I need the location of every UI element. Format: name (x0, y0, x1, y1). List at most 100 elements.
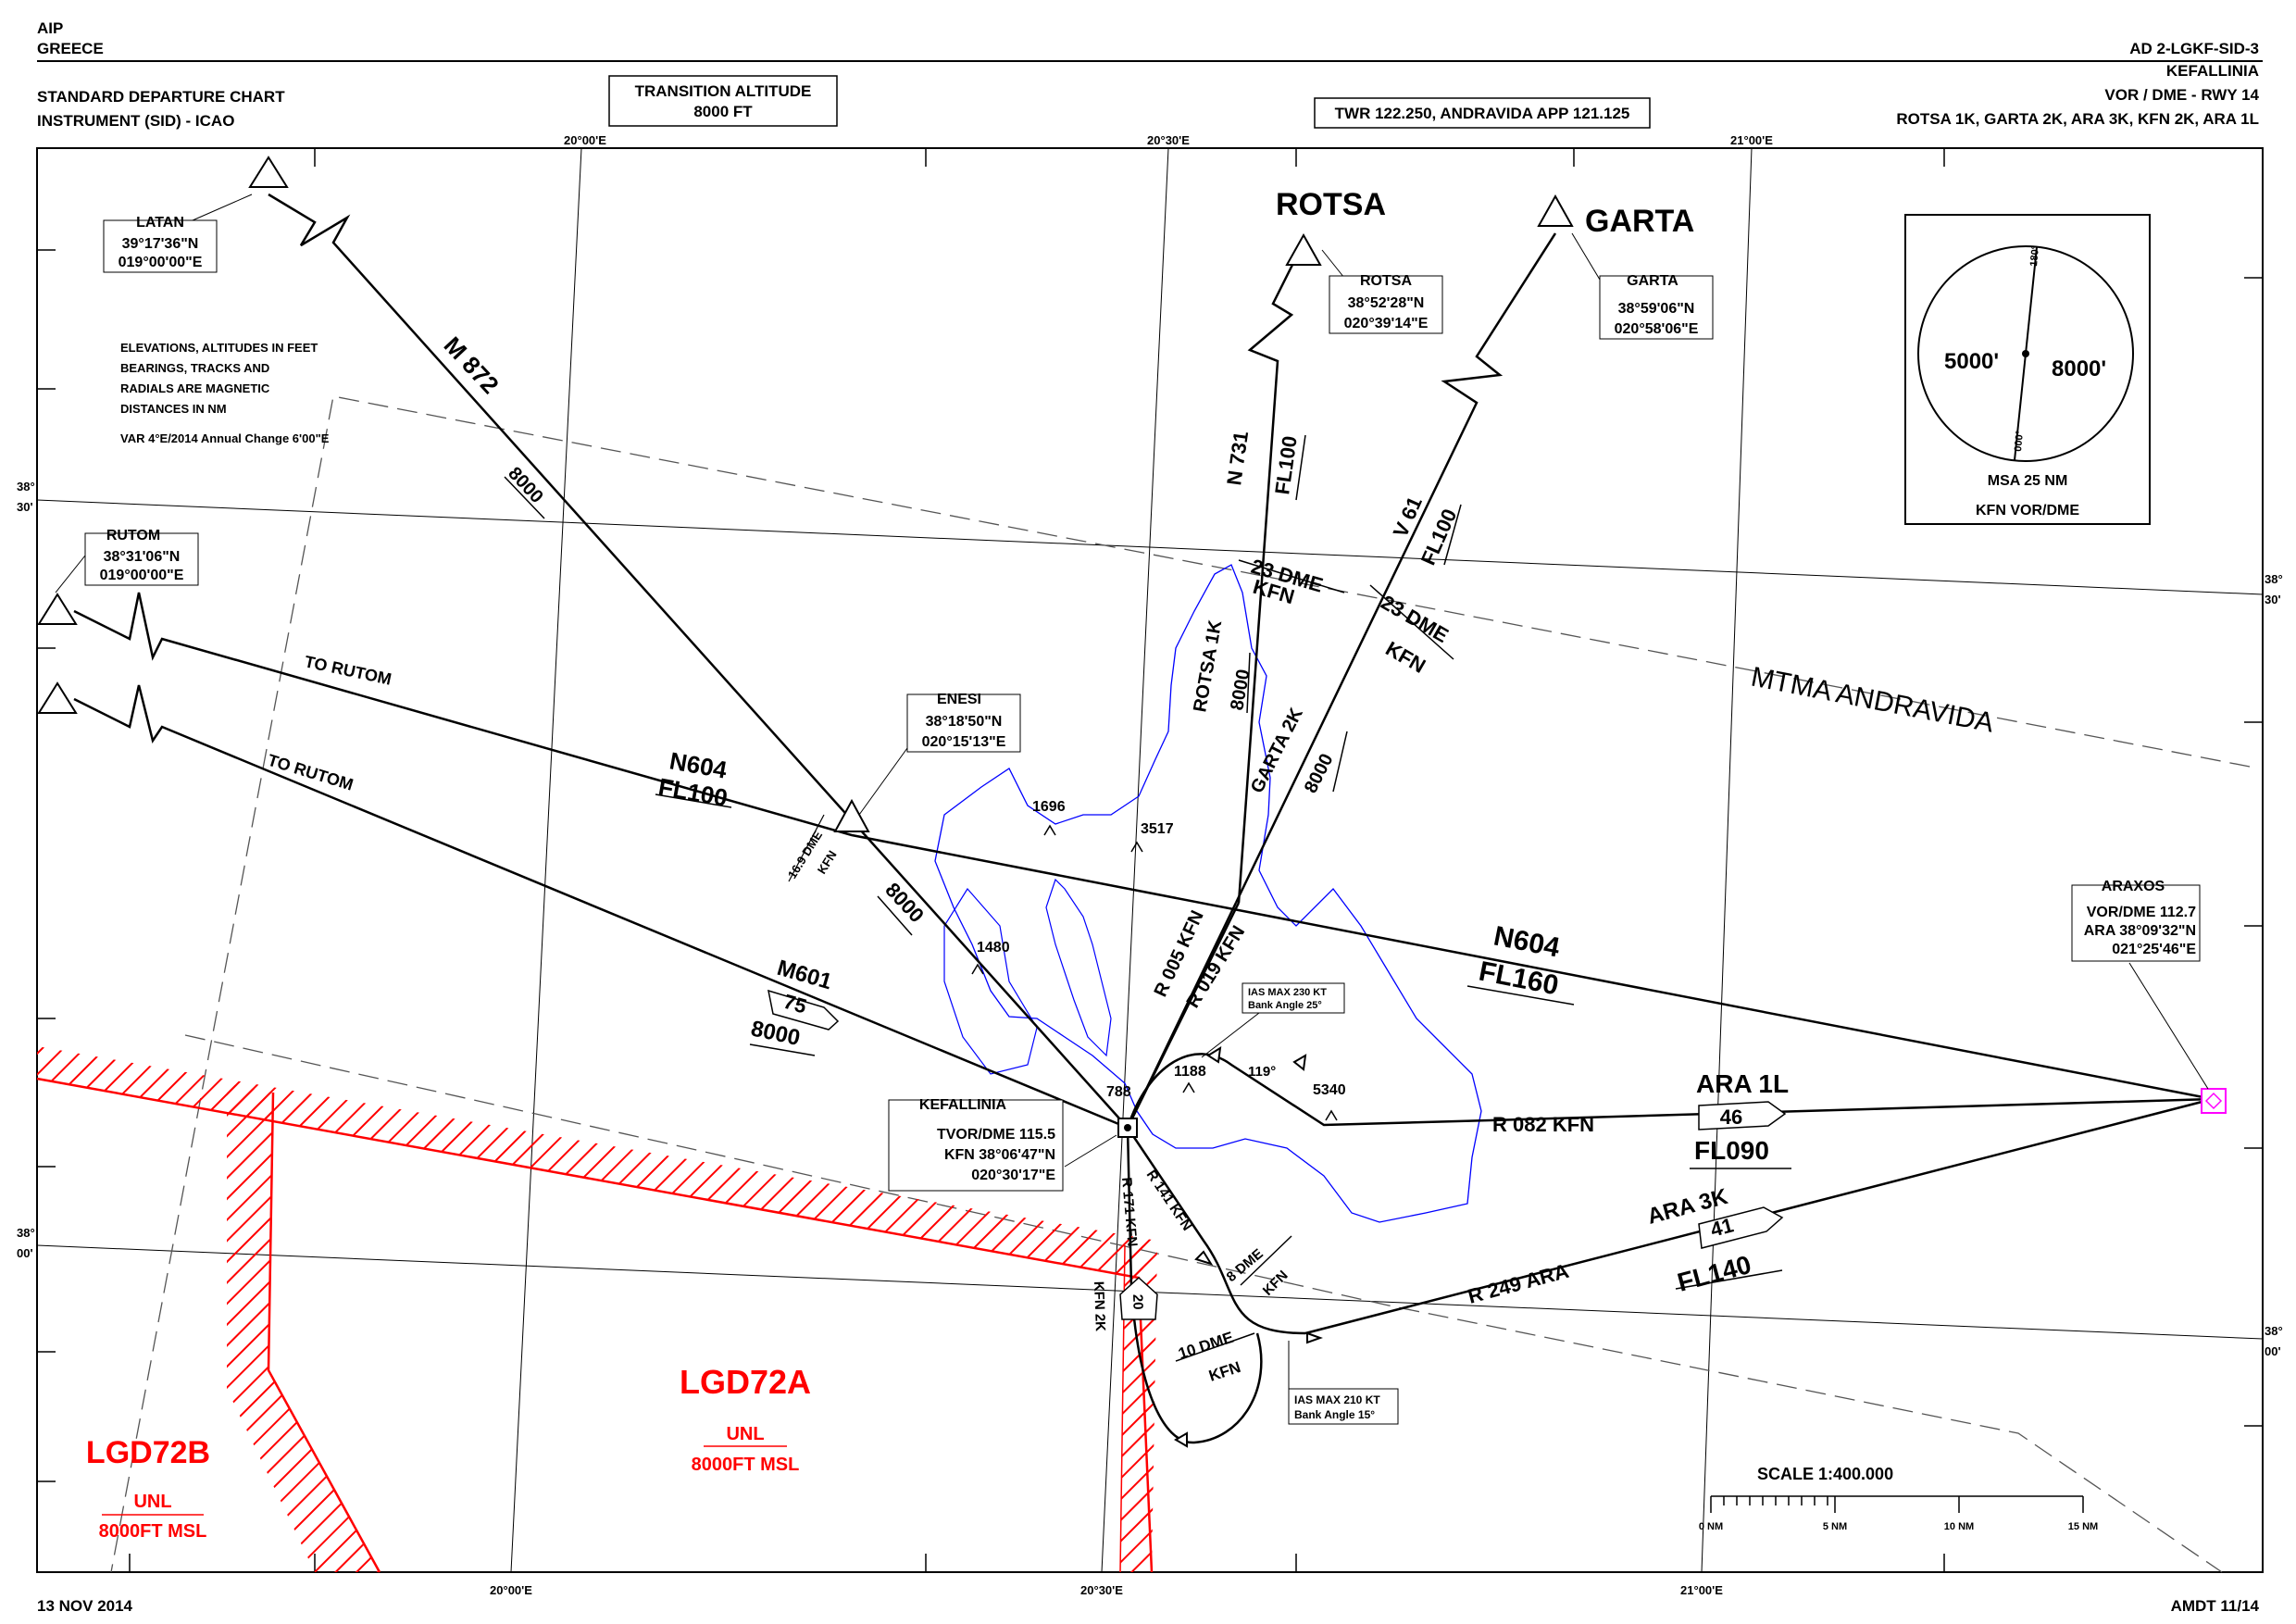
chart-title-2: INSTRUMENT (SID) - ICAO (37, 112, 234, 130)
kfn-name: KEFALLINIA (919, 1097, 1007, 1113)
v61-fl-underline (1443, 504, 1462, 566)
lgd72a-upper: UNL (726, 1424, 764, 1444)
m872-alt: 8000 (504, 463, 546, 507)
arrow-2 (1292, 1054, 1307, 1071)
note-line-3: RADIALS ARE MAGNETIC (120, 381, 270, 395)
araxos-box (2071, 884, 2201, 962)
garta-name: GARTA (1627, 273, 1678, 289)
meridian-20-00 (510, 147, 582, 1573)
chart-title-1: STANDARD DEPARTURE CHART (37, 88, 285, 106)
argostoli-bay-coastline (1045, 878, 1112, 1057)
lat-label-38-00-left-deg: 38° (17, 1226, 35, 1240)
rotsa-leader (1321, 249, 1345, 279)
navaid-kefallinia[interactable]: KEFALLINIA TVOR/DME 115.5 KFN 38°06'47"N… (888, 1097, 1138, 1192)
distance-bubbles (767, 989, 1787, 1320)
latan-lat: 39°17'36"N (122, 236, 199, 252)
arrow-5 (1174, 1431, 1188, 1448)
comms-box (1314, 97, 1651, 129)
peak-1480-icon (971, 963, 984, 975)
lon-label-21-00-top: 21°00'E (1730, 133, 1773, 147)
lat-label-38-00-right-deg: 38° (2265, 1324, 2283, 1338)
msa-circle (1917, 245, 2134, 462)
kfn-center-dot (1124, 1124, 1131, 1131)
kfn2k-dist-bubble (1119, 1276, 1158, 1320)
enesi-box (906, 693, 1021, 753)
peak-1188-icon (1182, 1081, 1195, 1093)
n604-alt-underline (877, 895, 913, 936)
waypoint-rutom[interactable]: RUTOM 38°31'06"N 019°00'00"E (37, 528, 199, 714)
araxos-freq: VOR/DME 112.7 (2087, 905, 2196, 920)
enesi-dme-mark (788, 814, 825, 882)
msa-reference: KFN VOR/DME (1976, 503, 2079, 518)
ara1l-distance: 46 (1720, 1106, 1742, 1129)
parallel-38-30 (36, 499, 2264, 595)
airway-m872 (268, 193, 1129, 1129)
spot-1696: 1696 (1032, 799, 1066, 815)
waypoint-garta[interactable]: GARTA GARTA 38°59'06"N 020°58'06"E (1537, 194, 1714, 340)
latan-triangle-icon (248, 156, 289, 188)
dme8-ref: KFN (1260, 1268, 1292, 1299)
lon-label-20-00-top: 20°00'E (564, 133, 606, 147)
meridian-20-30 (1101, 147, 1169, 1573)
rotsa-lon: 020°39'14"E (1344, 316, 1429, 331)
dme23-garta-ref: KFN (1382, 637, 1430, 678)
airway-v61 (1234, 232, 1557, 904)
transition-altitude-value: 8000 FT (693, 103, 753, 120)
scale-ticks (1710, 1496, 2084, 1513)
ara3k-fl-underline (1675, 1269, 1783, 1290)
garta-leader (1571, 232, 1601, 281)
kfn2k-distance: 20 (1129, 1294, 1146, 1310)
ias210-line2: Bank Angle 15° (1294, 1408, 1375, 1421)
r082-label: R 082 KFN (1492, 1113, 1594, 1136)
latan-name: LATAN (136, 215, 184, 231)
scale-5nm: 5 NM (1823, 1521, 1847, 1532)
chart-notes: ELEVATIONS, ALTITUDES IN FEET BEARINGS, … (120, 341, 330, 445)
rotsa-title: ROTSA (1276, 187, 1386, 222)
garta-lon: 020°58'06"E (1615, 321, 1699, 337)
kfn-lon: 020°30'17"E (971, 1168, 1055, 1183)
spot-3517: 3517 (1141, 821, 1174, 837)
waypoint-araxos[interactable]: ARAXOS VOR/DME 112.7 ARA 38°09'32"N 021°… (2071, 879, 2227, 1114)
spot-1188: 1188 (1174, 1064, 1206, 1080)
scale-bar: SCALE 1:400.000 0 NM 5 NM 10 NM 15 NM (1699, 1465, 2098, 1532)
r082-track (1490, 1097, 2214, 1122)
ara1l-fl: FL090 (1694, 1136, 1769, 1165)
frame-ticks (37, 148, 2263, 1572)
waypoint-rotsa[interactable]: ROTSA ROTSA 38°52'28"N 020°39'14"E (1276, 187, 1443, 334)
meridian-21-00 (1701, 147, 1753, 1573)
araxos-vordme-inner-icon (2204, 1092, 2223, 1110)
m601-label: M601 (774, 956, 834, 995)
enesi-dme-ref: KFN (815, 848, 840, 877)
r249-label: R 249 ARA (1466, 1259, 1571, 1308)
lgd72a-lower: 8000FT MSL (692, 1455, 800, 1475)
r141-label: R 141 KFN (1143, 1168, 1195, 1234)
waypoint-latan[interactable]: LATAN 39°17'36"N 019°00'00"E (103, 156, 289, 273)
airway-n731 (1237, 242, 1305, 904)
rotsa-lat: 38°52'28"N (1348, 295, 1425, 311)
msa-center (2022, 350, 2029, 357)
ara1l-label: ARA 1L (1696, 1069, 1789, 1098)
araxos-leader (2128, 962, 2209, 1090)
rutom-leader (55, 555, 86, 593)
kefallinia-coastline (934, 564, 1482, 1223)
peak-5340-icon (1325, 1109, 1338, 1121)
n731-label: N 731 (1222, 430, 1253, 487)
enesi-triangle-icon (833, 798, 870, 832)
enesi-lon: 020°15'13"E (922, 734, 1006, 750)
msa-sector-west: 5000' (1944, 349, 1999, 374)
lat-label-38-00-left-min: 00' (17, 1246, 33, 1260)
dme10-mark (1175, 1332, 1255, 1362)
ias230-line2: Bank Angle 25° (1248, 1000, 1322, 1011)
rutom-box (84, 532, 199, 586)
lon-label-20-00-bottom: 20°00'E (490, 1583, 532, 1597)
airway-n604-west (73, 592, 2214, 1101)
aerodrome-name: KEFALLINIA (2166, 62, 2259, 80)
comms-frequencies: TWR 122.250, ANDRAVIDA APP 121.125 (1335, 105, 1630, 122)
spot-5340: 5340 (1313, 1082, 1346, 1098)
chart-id: AD 2-LGKF-SID-3 (2129, 40, 2259, 57)
latan-box (103, 219, 218, 273)
chart-header: AIP GREECE AD 2-LGKF-SID-3 KEFALLINIA VO… (37, 19, 2263, 130)
kfn-box (888, 1099, 1064, 1192)
transition-altitude-box (608, 75, 838, 127)
